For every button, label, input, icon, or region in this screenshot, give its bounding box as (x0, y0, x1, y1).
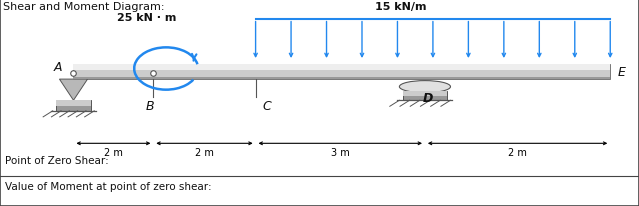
Bar (73, 77, 610, 80)
Bar (56, 101, 91, 106)
Bar (56, 101, 91, 111)
Circle shape (399, 81, 450, 93)
Text: C: C (262, 99, 271, 112)
Bar (73, 65, 610, 80)
Bar (403, 92, 447, 101)
Text: Value of Moment at point of zero shear:: Value of Moment at point of zero shear: (5, 182, 212, 192)
Text: 2 m: 2 m (508, 147, 527, 157)
Text: Point of Zero Shear:: Point of Zero Shear: (5, 155, 109, 165)
Text: 3 m: 3 m (331, 147, 350, 157)
Text: B: B (146, 99, 155, 112)
Text: 15 kN/m: 15 kN/m (375, 2, 427, 12)
Text: 2 m: 2 m (195, 147, 214, 157)
Text: E: E (618, 66, 626, 79)
Text: 2 m: 2 m (104, 147, 123, 157)
Bar (73, 65, 610, 71)
Bar (403, 92, 447, 96)
Text: 25 kN · m: 25 kN · m (118, 13, 176, 22)
Polygon shape (59, 80, 88, 101)
Text: A: A (54, 61, 62, 74)
Text: D: D (423, 92, 433, 104)
Text: Shear and Moment Diagram:: Shear and Moment Diagram: (3, 1, 165, 12)
